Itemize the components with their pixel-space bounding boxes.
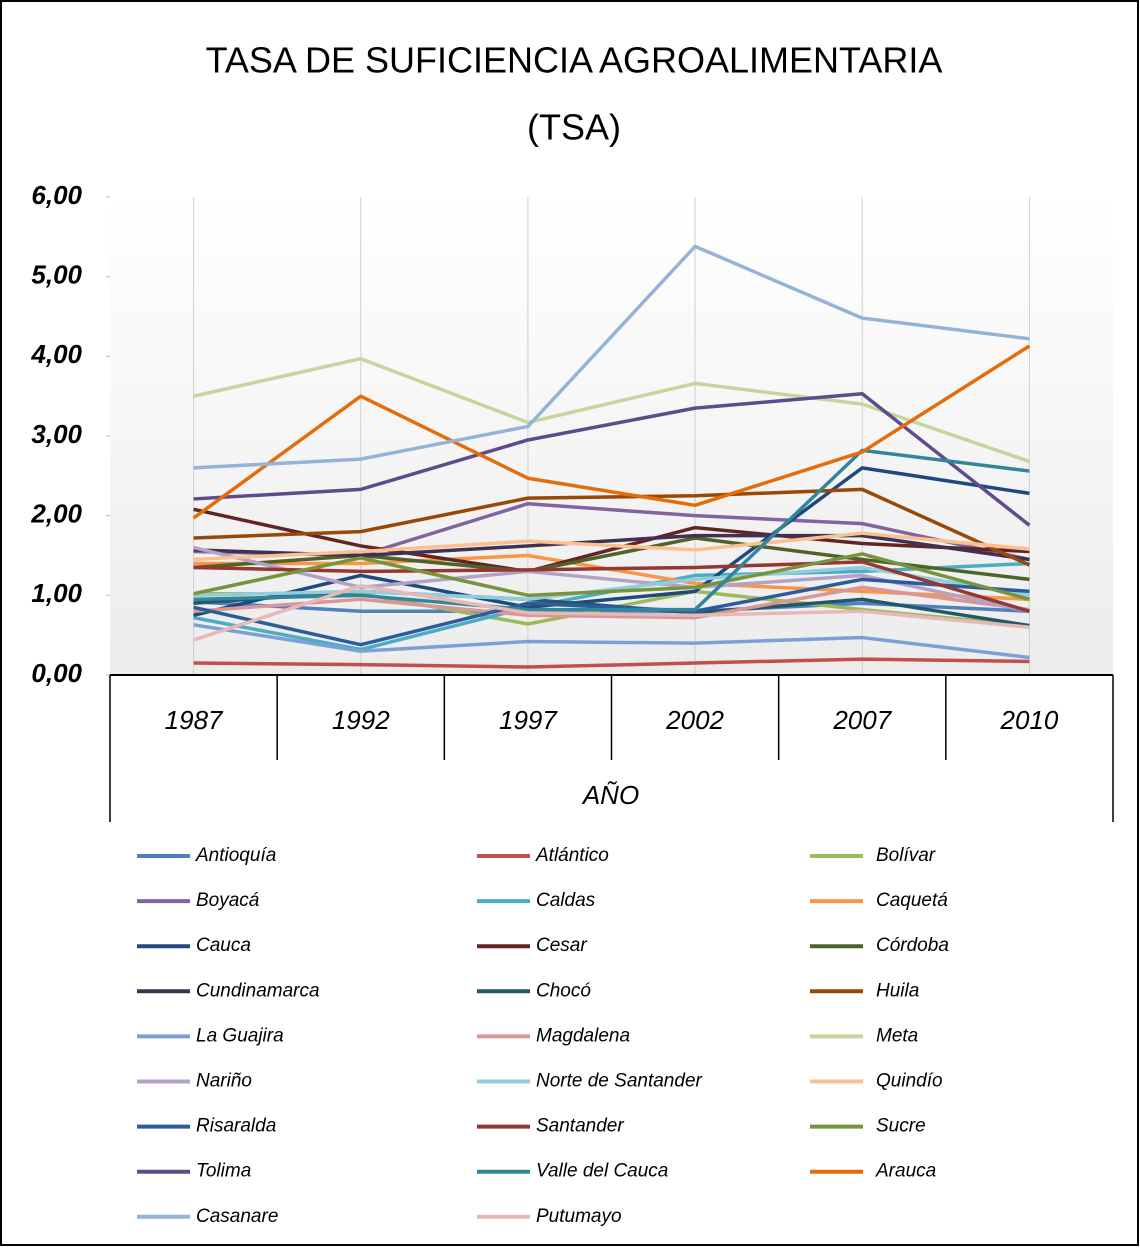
legend-label: Norte de Santander — [536, 1071, 703, 1092]
legend-label: Antioquía — [195, 845, 276, 866]
legend-label: Caldas — [536, 890, 596, 911]
legend-label: Tolima — [196, 1161, 251, 1182]
legend-label: Atlántico — [535, 845, 609, 866]
series-line — [193, 560, 1030, 613]
y-tick-label: 3,00 — [31, 419, 82, 449]
series-line — [193, 244, 1030, 470]
legend-label: Caquetá — [876, 890, 948, 911]
x-tick-label: 1987 — [165, 705, 224, 735]
y-tick-label: 4,00 — [30, 339, 82, 369]
x-axis-label: AÑO — [581, 780, 639, 810]
legend-label: Meta — [876, 1025, 918, 1046]
legend-label: Arauca — [875, 1161, 936, 1182]
legend-label: Huila — [876, 980, 919, 1001]
series-line — [193, 565, 1030, 602]
series-line — [193, 531, 1030, 562]
series-line — [193, 623, 1030, 660]
legend-label: Magdalena — [536, 1025, 630, 1046]
legend-label: Risaralda — [196, 1116, 276, 1137]
legend-label: Quindío — [876, 1071, 943, 1092]
legend-label: La Guajira — [196, 1025, 284, 1046]
x-tick-label: 1992 — [332, 705, 390, 735]
legend-label: Casanare — [196, 1206, 278, 1227]
x-tick-label: 2002 — [665, 705, 724, 735]
series-line — [193, 577, 1030, 647]
chart-title: TASA DE SUFICIENCIA AGROALIMENTARIA — [206, 40, 943, 81]
legend-label: Cundinamarca — [196, 980, 320, 1001]
series-line — [193, 657, 1030, 669]
chart-subtitle: (TSA) — [527, 107, 621, 148]
legend-label: Santander — [536, 1116, 624, 1137]
series-line — [193, 487, 1031, 567]
x-tick-label: 2007 — [832, 705, 892, 735]
series-line — [193, 585, 1030, 620]
legend-label: Chocó — [536, 980, 591, 1001]
legend-label: Córdoba — [876, 935, 949, 956]
legend-label: Putumayo — [536, 1206, 622, 1227]
y-tick-label: 2,00 — [30, 499, 82, 529]
series-line — [193, 507, 1030, 574]
legend-label: Bolívar — [876, 845, 936, 866]
series-line — [193, 392, 1031, 527]
x-tick-label: 1997 — [499, 705, 558, 735]
legend-label: Cesar — [536, 935, 587, 956]
plot-area — [110, 197, 1113, 675]
legend-label: Nariño — [196, 1071, 252, 1092]
x-tick-label: 2010 — [999, 705, 1058, 735]
legend-label: Sucre — [876, 1116, 926, 1137]
y-tick-label: 5,00 — [31, 260, 82, 290]
y-tick-label: 0,00 — [31, 658, 82, 688]
legend-label: Boyacá — [196, 890, 259, 911]
series-line — [193, 552, 1030, 602]
legend-label: Valle del Cauca — [536, 1161, 668, 1182]
series-line — [192, 344, 1031, 520]
legend-label: Cauca — [196, 935, 251, 956]
series-line — [193, 584, 1030, 642]
y-tick-label: 6,00 — [31, 180, 82, 210]
y-tick-label: 1,00 — [31, 578, 82, 608]
